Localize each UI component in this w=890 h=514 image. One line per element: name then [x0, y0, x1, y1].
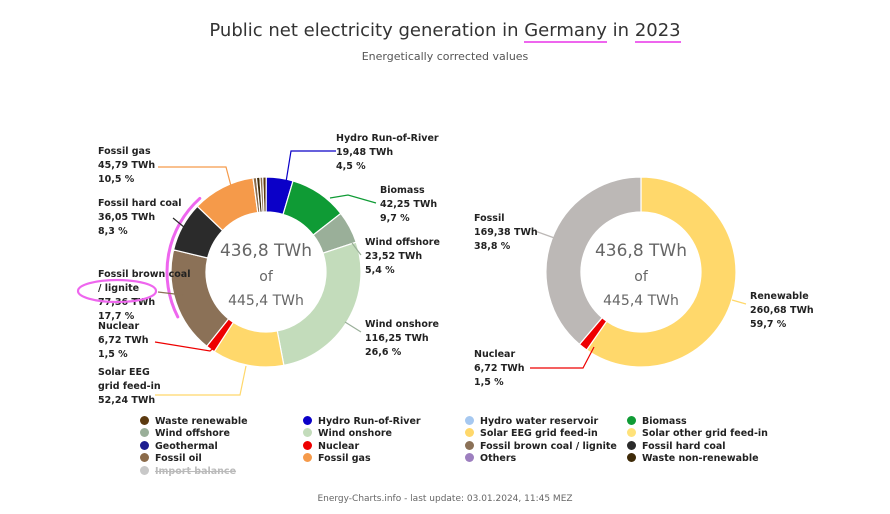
legend-label: Nuclear: [318, 440, 360, 452]
legend-swatch: [303, 428, 312, 438]
donut-chart-1: 436,8 TWh of 445,4 TWh Hydro Run-of-River 19…: [76, 133, 440, 406]
slice-renewable[interactable]: [585, 176, 737, 368]
legend-label: Solar EEG grid feed-in: [480, 428, 598, 440]
legend-item-fossil-oil[interactable]: Fossil oil: [140, 453, 202, 464]
legend-item-geothermal[interactable]: Geothermal: [140, 440, 218, 452]
legend-label: Solar other grid feed-in: [642, 428, 768, 440]
title-mid: in: [606, 20, 635, 41]
legend-label: Fossil oil: [155, 453, 202, 465]
legend-item-others[interactable]: Others: [465, 453, 516, 464]
data-label-nuclear: Nuclear 6,72 TWh 1,5 %: [98, 321, 149, 360]
legend-item-solar-eeg-grid-feed-in[interactable]: Solar EEG grid feed-in: [465, 428, 598, 439]
legend-swatch: [465, 416, 474, 425]
leader-line-nuclear: [530, 346, 595, 369]
legend-item-wind-onshore[interactable]: Wind onshore: [303, 428, 392, 439]
data-label-renewable: Renewable 260,68 TWh 59,7 %: [750, 291, 814, 330]
title-year: 2023: [634, 20, 681, 43]
legend-swatch: [303, 416, 312, 425]
legend-swatch: [303, 453, 312, 463]
legend-label: Fossil gas: [318, 453, 371, 465]
slice-others[interactable]: [259, 176, 265, 213]
legend-label: Others: [480, 453, 517, 465]
legend-swatch: [140, 416, 149, 425]
center-gross-1: 445,4 TWh: [228, 293, 304, 309]
legend-item-solar-other-grid-feed-in[interactable]: Solar other grid feed-in: [627, 428, 768, 439]
leader-line-wind-offshore: [351, 242, 362, 256]
legend-item-waste-non-renewable[interactable]: Waste non-renewable: [627, 453, 759, 464]
legend-label: Import balance: [155, 465, 237, 477]
data-label-fossil: Fossil 169,38 TWh 38,8 %: [474, 213, 538, 252]
data-label-nuclear: Nuclear 6,72 TWh 1,5 %: [474, 349, 525, 388]
legend-swatch: [465, 440, 474, 450]
legend-swatch: [140, 428, 149, 438]
legend-label: Hydro water reservoir: [480, 416, 599, 427]
legend-label: Biomass: [642, 416, 687, 427]
annotation-ellipse: [76, 278, 158, 304]
legend-swatch: [140, 465, 149, 475]
legend-item-import-balance[interactable]: Import balance: [140, 465, 237, 477]
leader-line-fossil-brown-coal-lignite: [157, 291, 184, 296]
legend-swatch: [140, 440, 149, 450]
center-total-1: 436,8 TWh: [220, 241, 312, 261]
leader-line-hydro-run-of-river: [285, 150, 336, 183]
legend-label: Fossil hard coal: [642, 440, 726, 452]
legend-label: Waste renewable: [155, 416, 248, 427]
legend-swatch: [627, 416, 636, 425]
data-label-wind-offshore: Wind offshore 23,52 TWh 5,4 %: [365, 237, 440, 276]
legend-swatch: [627, 440, 636, 450]
donut-chart-2: 436,8 TWh of 445,4 TWh Renewable 260,68 TWh 5…: [474, 176, 814, 388]
slice-fossil[interactable]: [545, 176, 642, 346]
data-label-wind-onshore: Wind onshore 116,25 TWh 26,6 %: [365, 319, 439, 358]
leader-line-solar-eeg-grid-feed-in: [155, 365, 247, 396]
leader-line-fossil-hard-coal: [172, 217, 191, 233]
leader-line-fossil-gas: [158, 166, 232, 187]
leader-line-fossil: [534, 230, 561, 241]
legend-swatch: [303, 440, 312, 450]
legend-item-fossil-gas[interactable]: Fossil gas: [303, 453, 371, 464]
legend-item-fossil-brown-coal-lignite[interactable]: Fossil brown coal / lignite: [465, 440, 617, 452]
data-label-solar-eeg-grid-feed-in: Solar EEG grid feed-in 52,24 TWh: [98, 367, 161, 406]
legend-label: Hydro Run-of-River: [318, 416, 421, 427]
legend-label: Geothermal: [155, 440, 218, 452]
chart-subtitle: Energetically corrected values: [361, 50, 529, 63]
footer-update-note: Energy-Charts.info - last update: 03.01.…: [317, 494, 573, 504]
legend-item-fossil-hard-coal[interactable]: Fossil hard coal: [627, 440, 726, 452]
chart-title: Public net electricity generation in Ger…: [0, 20, 890, 43]
legend-label: Wind offshore: [155, 428, 230, 440]
center-gross-2: 445,4 TWh: [603, 293, 679, 309]
data-label-hydro-run-of-river: Hydro Run-of-River 19,48 TWh 4,5 %: [336, 133, 439, 172]
legend-swatch: [627, 428, 636, 438]
center-of-2: of: [634, 269, 649, 285]
data-label-fossil-hard-coal: Fossil hard coal 36,05 TWh 8,3 %: [98, 198, 182, 237]
data-label-fossil-gas: Fossil gas 45,79 TWh 10,5 %: [98, 146, 155, 185]
legend-label: Wind onshore: [318, 428, 392, 440]
legend-item-hydro-water-reservoir[interactable]: Hydro water reservoir: [465, 416, 598, 427]
legend-item-waste-renewable[interactable]: Waste renewable: [140, 416, 248, 427]
data-label-biomass: Biomass 42,25 TWh 9,7 %: [380, 185, 437, 224]
annotation-highlight-stroke: [165, 196, 202, 319]
legend-swatch: [140, 453, 149, 463]
legend-item-nuclear[interactable]: Nuclear: [303, 440, 360, 452]
legend-item-wind-offshore[interactable]: Wind offshore: [140, 428, 230, 439]
legend-swatch: [465, 428, 474, 438]
legend-item-hydro-run-of-river[interactable]: Hydro Run-of-River: [303, 416, 421, 427]
legend-label: Waste non-renewable: [642, 453, 759, 465]
legend-swatch: [465, 453, 474, 463]
legend-item-biomass[interactable]: Biomass: [627, 416, 687, 427]
center-total-2: 436,8 TWh: [595, 241, 687, 261]
leader-line-renewable: [731, 299, 747, 305]
title-country: Germany: [524, 20, 607, 43]
leader-line-wind-onshore: [344, 321, 362, 333]
legend-label: Fossil brown coal / lignite: [480, 440, 617, 452]
leader-line-nuclear: [154, 341, 217, 352]
center-of-1: of: [259, 269, 274, 285]
leader-line-biomass: [329, 194, 377, 204]
title-prefix: Public net electricity generation in: [209, 20, 525, 41]
legend-swatch: [627, 453, 636, 463]
